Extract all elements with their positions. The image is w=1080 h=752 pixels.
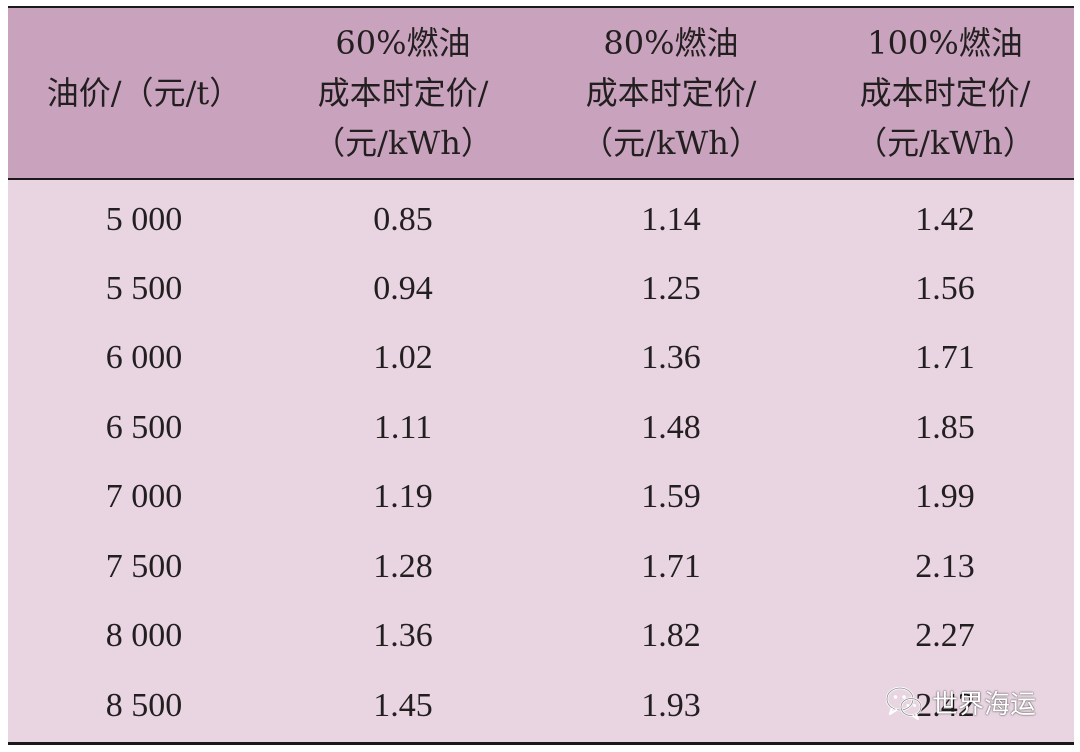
cell-oil-price: 8 500 <box>105 687 183 724</box>
header-price-80-line-2: 成本时定价/ <box>585 74 757 112</box>
cell-price-60: 1.28 <box>373 548 433 585</box>
cell-oil-price: 5 000 <box>105 201 183 238</box>
cell-price-100: 2.42 <box>915 687 975 724</box>
cell-price-100: 2.27 <box>915 617 975 654</box>
header-price-80-line-3: （元/kWh） <box>581 124 761 162</box>
cell-price-100: 2.13 <box>915 548 975 585</box>
cell-price-100: 1.71 <box>915 339 975 376</box>
header-rule <box>8 178 1074 180</box>
cell-price-60: 0.94 <box>373 270 433 307</box>
table-row: 8 500 1.45 1.93 2.42 <box>8 671 1074 740</box>
cell-price-80: 1.14 <box>641 201 701 238</box>
cell-oil-price: 7 500 <box>105 548 183 585</box>
bottom-rule <box>8 742 1074 745</box>
header-price-80-line-1: 80%燃油 <box>603 24 739 62</box>
cell-oil-price: 6 000 <box>105 339 183 376</box>
header-price-60-line-2: 成本时定价/ <box>317 74 489 112</box>
header-price-100-line-1: 100%燃油 <box>867 24 1023 62</box>
cell-price-60: 1.45 <box>373 687 433 724</box>
cell-price-100: 1.42 <box>915 201 975 238</box>
cell-price-60: 1.19 <box>373 478 433 515</box>
cell-price-80: 1.36 <box>641 339 701 376</box>
cell-price-80: 1.93 <box>641 687 701 724</box>
header-price-60-line-1: 60%燃油 <box>335 24 471 62</box>
header-price-100-line-2: 成本时定价/ <box>859 74 1031 112</box>
table-row: 8 000 1.36 1.82 2.27 <box>8 601 1074 670</box>
cell-price-80: 1.82 <box>641 617 701 654</box>
table-row: 6 500 1.11 1.48 1.85 <box>8 393 1074 462</box>
cell-price-100: 1.99 <box>915 478 975 515</box>
top-rule <box>8 6 1074 8</box>
cell-oil-price: 6 500 <box>105 409 183 446</box>
table-header <box>8 8 1074 178</box>
cell-oil-price: 5 500 <box>105 270 183 307</box>
cell-price-60: 1.11 <box>373 409 433 446</box>
cell-price-100: 1.85 <box>915 409 975 446</box>
header-oil-price-line-1: 油价/（元/t） <box>46 74 242 112</box>
cell-price-80: 1.71 <box>641 548 701 585</box>
header-oil-price: 油价/（元/t） <box>8 8 280 178</box>
watermark: 世界海运 <box>884 680 1036 724</box>
table-row: 7 000 1.19 1.59 1.99 <box>8 462 1074 531</box>
header-price-60: 60%燃油 成本时定价/ （元/kWh） <box>280 8 526 178</box>
table-row: 5 500 0.94 1.25 1.56 <box>8 254 1074 323</box>
cell-oil-price: 7 000 <box>105 478 183 515</box>
cell-price-100: 1.56 <box>915 270 975 307</box>
wechat-icon <box>885 686 923 720</box>
table-row: 7 500 1.28 1.71 2.13 <box>8 532 1074 601</box>
header-price-100-line-3: （元/kWh） <box>855 124 1035 162</box>
cell-price-60: 0.85 <box>373 201 433 238</box>
header-price-100: 100%燃油 成本时定价/ （元/kWh） <box>816 8 1074 178</box>
cell-price-80: 1.59 <box>641 478 701 515</box>
cell-price-60: 1.36 <box>373 617 433 654</box>
header-price-60-line-3: （元/kWh） <box>313 124 493 162</box>
table-body <box>8 180 1074 742</box>
cell-oil-price: 8 000 <box>105 617 183 654</box>
table-row: 5 000 0.85 1.14 1.42 <box>8 185 1074 254</box>
cell-price-80: 1.25 <box>641 270 701 307</box>
header-price-80: 80%燃油 成本时定价/ （元/kWh） <box>526 8 816 178</box>
cell-price-60: 1.02 <box>373 339 433 376</box>
table-row: 6 000 1.02 1.36 1.71 <box>8 323 1074 392</box>
watermark-text: 世界海运 <box>932 689 1037 720</box>
cell-price-80: 1.48 <box>641 409 701 446</box>
